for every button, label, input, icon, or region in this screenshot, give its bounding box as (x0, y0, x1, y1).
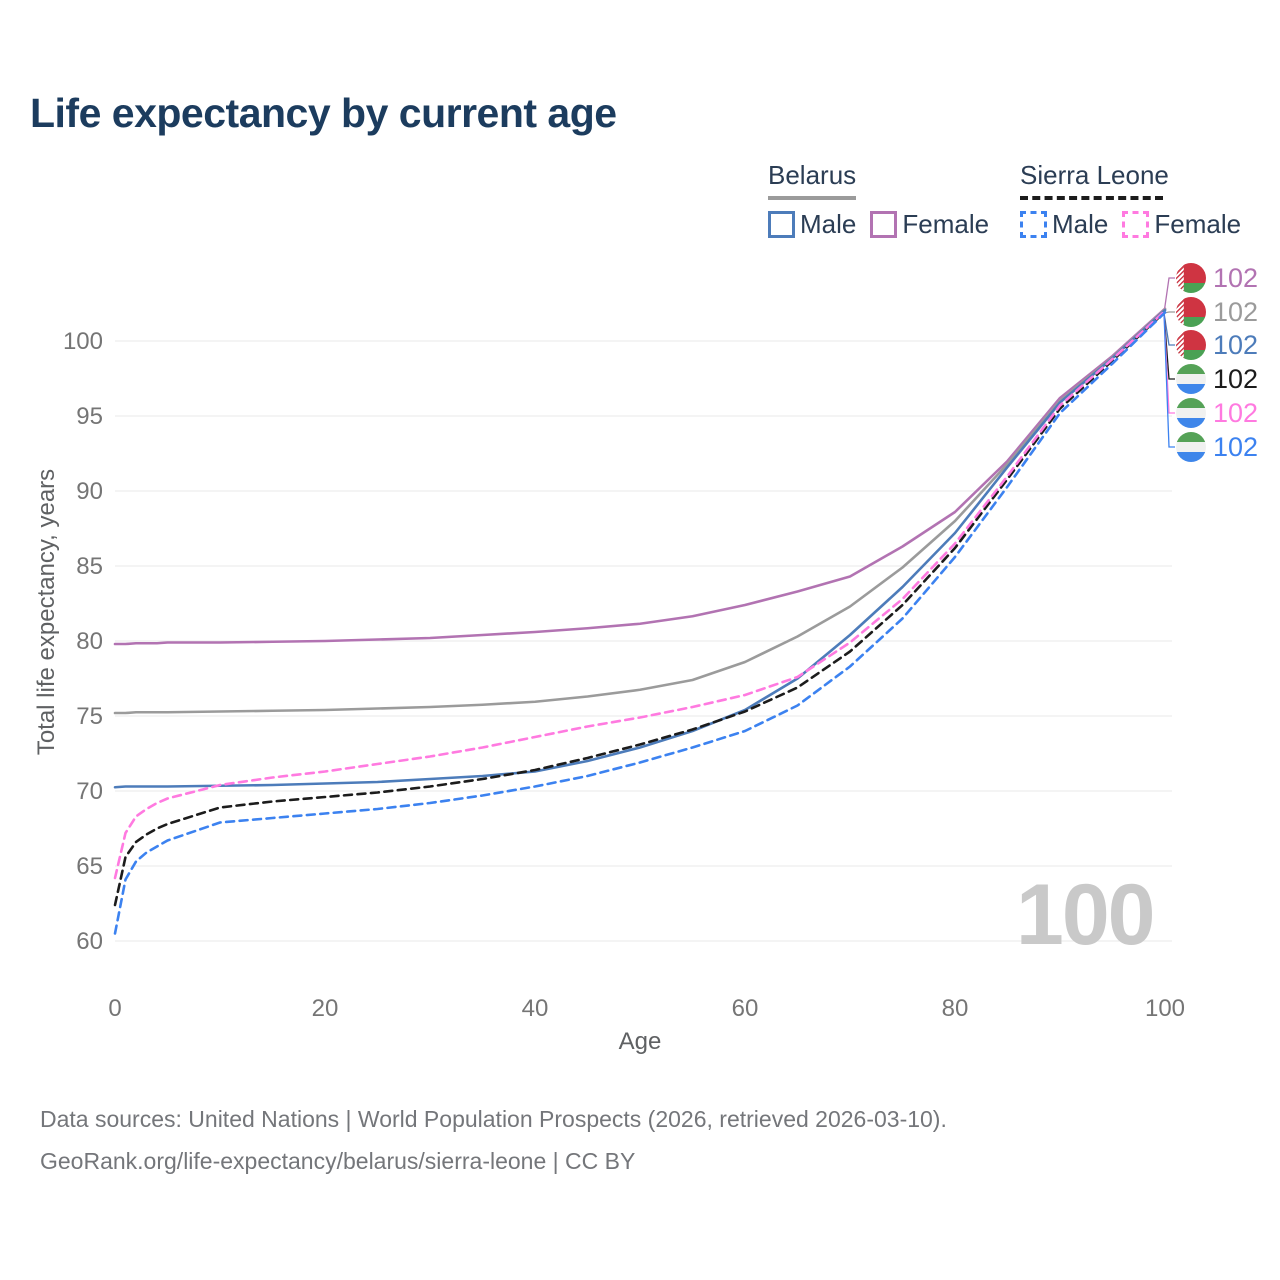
end-label-row-sierra-leone-male: 102 (1176, 430, 1258, 464)
end-label-row-belarus-both: 102 (1176, 295, 1258, 329)
end-label-row-belarus-male: 102 (1176, 328, 1258, 362)
y-tick-label: 65 (76, 853, 103, 880)
end-label-value: 102 (1213, 262, 1259, 293)
page-title: Life expectancy by current age (30, 90, 617, 136)
leader-line-belarus-female (1163, 277, 1175, 314)
sierra-leone-male-swatch (1020, 211, 1047, 238)
belarus-female-swatch (870, 211, 898, 238)
x-tick-label: 40 (522, 995, 549, 1022)
legend-items-belarus: Male Female (768, 209, 989, 240)
legend-item-sierra-leone-female[interactable]: Female (1122, 209, 1241, 240)
end-label-value: 102 (1213, 397, 1259, 428)
y-tick-label: 80 (76, 628, 103, 655)
sierra-leone-flag-icon (1176, 432, 1206, 462)
sierra-leone-flag-icon (1176, 364, 1206, 394)
legend-group-sierra-leone: Sierra Leone Male Female (1020, 160, 1241, 240)
y-axis-title: Total life expectancy, years (33, 468, 60, 756)
age-watermark: 100 (1016, 867, 1155, 963)
x-tick-label: 20 (312, 995, 339, 1022)
end-label-row-sierra-leone-both: 102 (1176, 362, 1258, 396)
x-tick-label: 80 (942, 995, 969, 1022)
legend-group-belarus: Belarus Male Female (768, 160, 989, 240)
end-label-value: 102 (1213, 296, 1259, 327)
end-label-row-belarus-female: 102 (1176, 261, 1258, 295)
y-tick-label: 85 (76, 553, 103, 580)
y-tick-label: 100 (63, 328, 103, 355)
belarus-flag-icon (1176, 330, 1206, 360)
x-tick-label: 60 (732, 995, 759, 1022)
legend-item-label: Female (902, 209, 990, 239)
y-tick-label: 70 (76, 778, 103, 805)
belarus-line-swatch (768, 196, 856, 200)
y-tick-label: 95 (76, 403, 103, 430)
leader-line-belarus-male (1163, 312, 1175, 346)
leader-line-sierra-leone-male (1163, 312, 1175, 448)
footer-data-sources: Data sources: United Nations | World Pop… (40, 1106, 947, 1132)
sierra-leone-female-swatch (1122, 211, 1150, 238)
legend-item-sierra-leone-male[interactable]: Male (1020, 209, 1108, 240)
legend-item-label: Male (1052, 209, 1109, 239)
belarus-flag-icon (1176, 263, 1206, 293)
y-tick-label: 75 (76, 703, 103, 730)
x-tick-label: 100 (1145, 995, 1185, 1022)
legend-country-label: Belarus (768, 160, 857, 190)
legend-country-label: Sierra Leone (1020, 160, 1169, 190)
end-label-row-sierra-leone-female: 102 (1176, 396, 1258, 430)
legend-item-belarus-female[interactable]: Female (870, 209, 989, 240)
end-label-value: 102 (1213, 329, 1259, 360)
y-tick-label: 60 (76, 928, 103, 955)
series-line-belarus-female (113, 307, 1167, 646)
series-line-belarus-both (113, 308, 1167, 715)
legend-country-sierra-leone: Sierra Leone (1020, 160, 1241, 200)
legend-item-label: Male (800, 209, 857, 239)
sierra-leone-line-swatch (1020, 196, 1163, 200)
belarus-flag-icon (1176, 297, 1206, 327)
legend-country-belarus: Belarus (768, 160, 989, 200)
y-tick-label: 90 (76, 478, 103, 505)
series-line-sierra-leone-female (113, 309, 1167, 880)
end-label-value: 102 (1213, 363, 1259, 394)
footer-attribution: GeoRank.org/life-expectancy/belarus/sier… (40, 1148, 636, 1174)
series-line-belarus-male (113, 308, 1167, 789)
x-axis-title: Age (618, 1028, 662, 1055)
legend-items-sierra-leone: Male Female (1020, 209, 1241, 240)
legend-item-belarus-male[interactable]: Male (768, 209, 856, 240)
series-line-sierra-leone-male (113, 311, 1167, 935)
sierra-leone-flag-icon (1176, 398, 1206, 428)
legend-item-label: Female (1154, 209, 1242, 239)
x-tick-label: 0 (108, 995, 121, 1022)
series-line-sierra-leone-both (113, 310, 1167, 907)
belarus-male-swatch (768, 211, 795, 238)
end-label-value: 102 (1213, 431, 1259, 462)
